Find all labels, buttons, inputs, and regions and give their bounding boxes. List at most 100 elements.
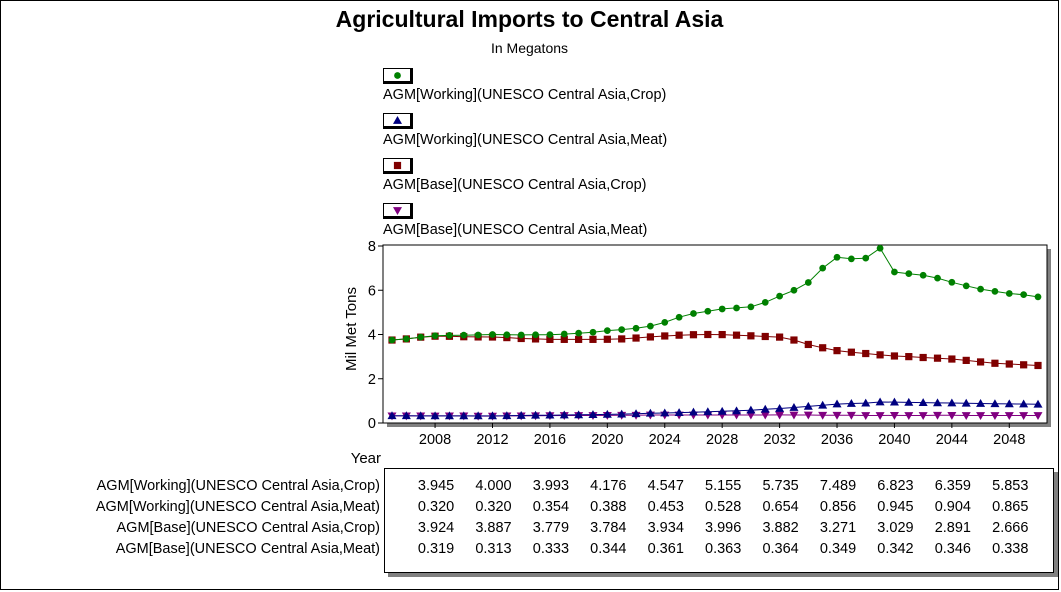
table-cell: 3.029 [877, 520, 914, 536]
table-cell: 6.359 [934, 478, 971, 494]
data-point [647, 322, 654, 330]
x-tick-label: 2016 [534, 432, 566, 448]
data-point [990, 399, 1000, 408]
y-tick-label: 2 [368, 372, 376, 388]
table-cell: 0.342 [877, 541, 914, 557]
data-point [645, 408, 655, 417]
table-cell: 2.666 [992, 520, 1029, 536]
data-point [948, 278, 956, 286]
data-point [503, 331, 511, 339]
data-point [918, 398, 928, 407]
data-point [473, 411, 483, 420]
table-cell: 0.856 [819, 499, 857, 515]
data-point [718, 305, 726, 313]
table-cell: 3.945 [417, 478, 455, 494]
data-point [416, 411, 426, 420]
data-point [861, 412, 871, 420]
y-tick-label: 6 [368, 283, 376, 299]
data-point [560, 335, 568, 343]
table-cell: 0.320 [417, 499, 455, 515]
chart-subtitle: In Megatons [490, 40, 569, 56]
data-point [775, 404, 785, 412]
data-point [489, 331, 496, 338]
data-point [674, 408, 684, 416]
data-point [776, 333, 784, 341]
data-point [862, 349, 870, 358]
legend-marker [394, 72, 401, 79]
data-point [1004, 412, 1014, 421]
data-point [818, 411, 828, 420]
data-point [832, 399, 842, 408]
table-cell: 0.346 [934, 541, 971, 557]
data-point [803, 411, 813, 420]
data-point [876, 351, 884, 359]
data-point [804, 340, 812, 349]
data-point [976, 412, 986, 420]
x-tick-label: 2008 [419, 432, 451, 448]
legend-marker [393, 207, 402, 215]
data-point [890, 352, 899, 360]
x-tick-label: 2024 [649, 432, 681, 448]
table-cell: 0.945 [877, 499, 914, 515]
data-point [460, 331, 468, 339]
data-point [1005, 290, 1013, 297]
x-tick-label: 2048 [993, 432, 1025, 448]
chart-title: Agricultural Imports to Central Asia [335, 6, 724, 32]
data-point [717, 406, 727, 415]
table-cell: 0.313 [475, 541, 512, 557]
data-point [388, 336, 396, 344]
y-tick-label: 4 [368, 328, 376, 344]
table-cell: 3.934 [647, 520, 684, 536]
legend-marker-icon [393, 116, 402, 124]
data-point [905, 353, 913, 361]
plot-box [382, 244, 1048, 424]
table-row: 0.320 0.320 0.354 0.388 0.453 0.528 0.654 0.856… [385, 499, 1053, 519]
data-point [962, 356, 970, 364]
data-point [904, 397, 914, 406]
data-point [559, 410, 569, 419]
data-point [889, 397, 899, 406]
legend-label: AGM[Working](UNESCO Central Asia,Meat) [383, 132, 668, 148]
data-point [603, 335, 611, 343]
legend-label: AGM[Base](UNESCO Central Asia,Meat) [383, 222, 648, 238]
x-tick-label: 2044 [936, 432, 968, 448]
data-point [531, 410, 541, 419]
legend-label: AGM[Working](UNESCO Central Asia,Crop) [383, 87, 667, 103]
table-row-label: AGM[Base](UNESCO Central Asia,Crop) [116, 520, 381, 536]
data-point [1033, 412, 1043, 420]
data-point [732, 331, 741, 339]
table-cell: 6.823 [877, 478, 914, 494]
legend-swatch [383, 68, 413, 84]
data-point [760, 404, 770, 413]
data-point [990, 412, 1000, 420]
table-cell: 0.319 [417, 541, 455, 557]
data-point [790, 286, 798, 294]
legend-marker [393, 116, 402, 124]
table-row-label: AGM[Working](UNESCO Central Asia,Meat) [95, 499, 380, 515]
table-cell: 0.528 [705, 499, 742, 515]
series-line [392, 401, 1039, 417]
data-point [1019, 412, 1029, 420]
table-cell: 4.176 [590, 478, 627, 494]
y-tick-label: 8 [368, 239, 376, 255]
data-point [833, 253, 841, 261]
y-tick-label: 0 [368, 416, 376, 432]
data-point [790, 336, 798, 344]
table-cell: 0.904 [934, 499, 971, 515]
table-cell: 3.882 [762, 520, 799, 536]
data-point [747, 303, 755, 311]
legend-swatch [383, 203, 413, 219]
data-point [675, 313, 683, 321]
data-point [1005, 360, 1013, 368]
data-point [933, 354, 942, 362]
data-point [474, 331, 482, 339]
data-point [733, 304, 740, 312]
table-cell: 5.853 [992, 478, 1029, 494]
data-point [431, 332, 439, 340]
data-point [546, 331, 554, 339]
table-cell: 3.924 [417, 520, 455, 536]
legend-swatch [383, 158, 413, 174]
data-point [589, 335, 597, 343]
data-point [732, 406, 742, 415]
data-point [689, 331, 698, 339]
